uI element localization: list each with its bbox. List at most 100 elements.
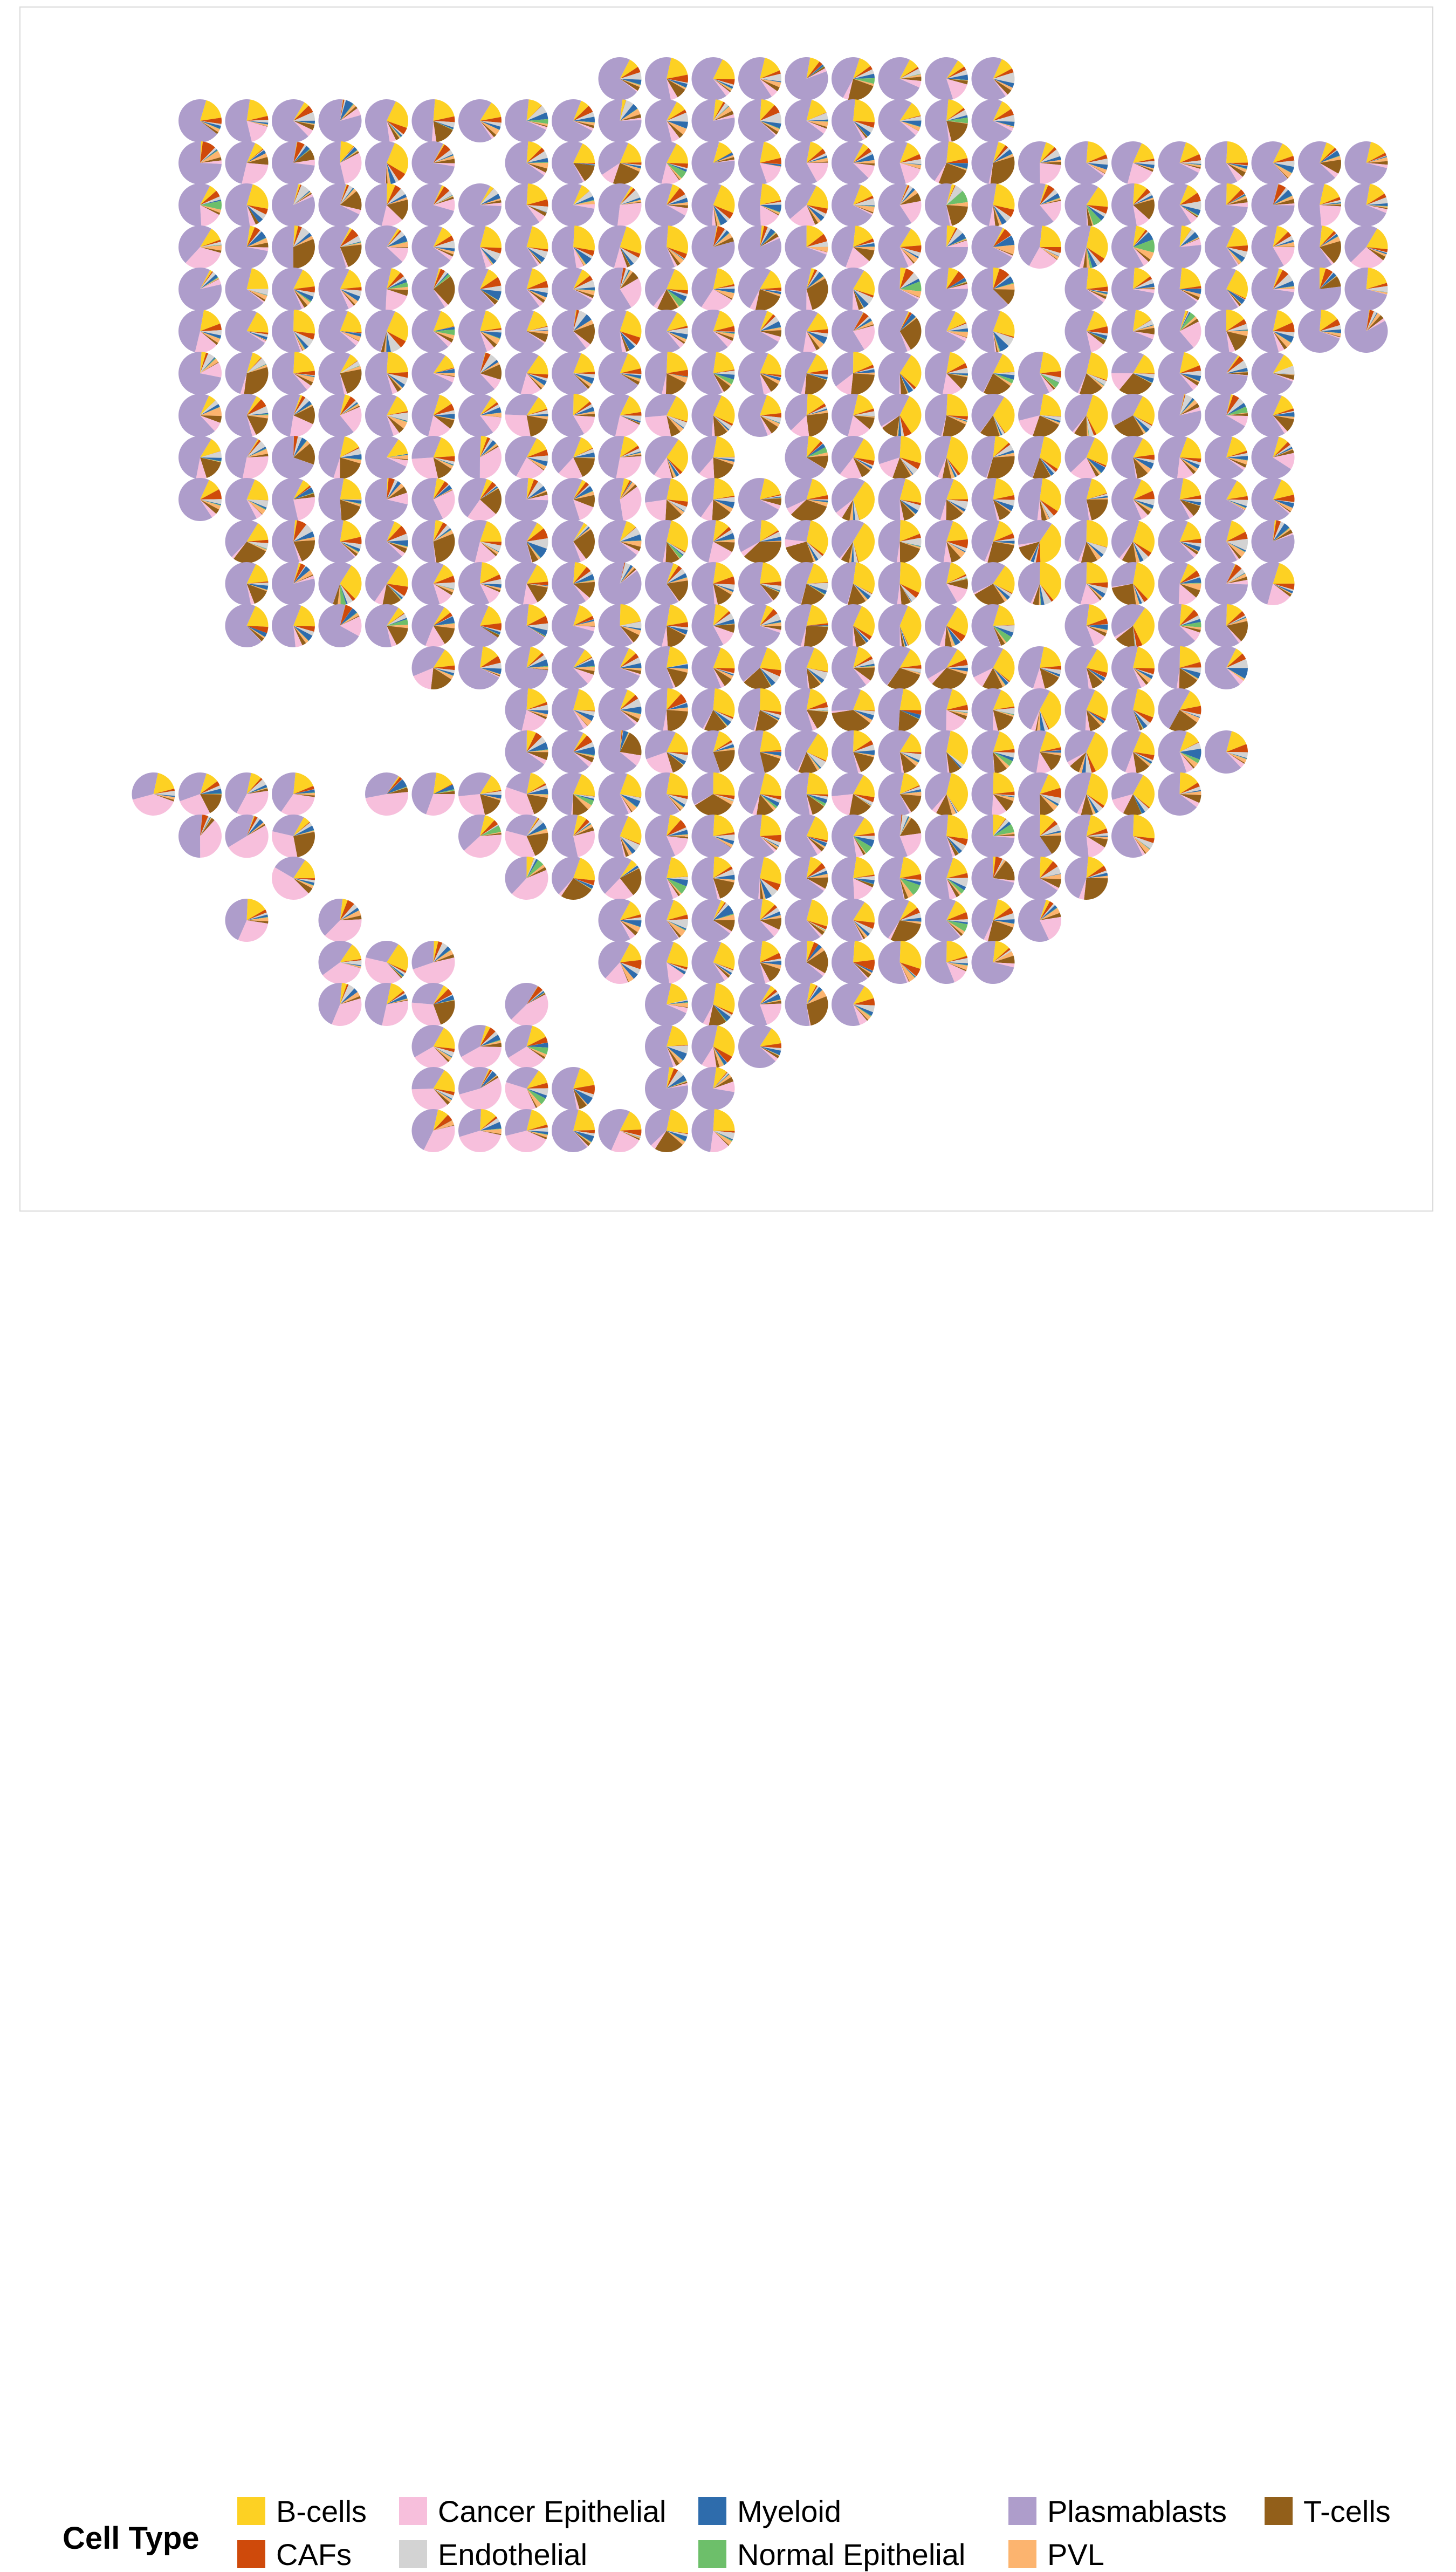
spot-pie <box>1018 815 1061 858</box>
spot-pie <box>878 899 922 942</box>
spot-pie <box>1064 183 1108 227</box>
pie-slice-t-cells <box>807 413 828 436</box>
spot-pie <box>785 815 828 858</box>
pie-slice-plasmablasts <box>458 436 481 479</box>
spot-pie <box>552 436 595 479</box>
spot-pie <box>1158 268 1201 311</box>
spot-pie <box>412 562 455 605</box>
spot-pie <box>225 225 269 269</box>
spot-pie <box>691 772 734 816</box>
spot-pie <box>318 899 361 942</box>
pie-slice-b-cells <box>1040 225 1061 247</box>
spot-pie <box>505 352 548 395</box>
spot-pie <box>878 604 921 647</box>
spot-pie <box>738 478 781 521</box>
spot-pie <box>691 478 734 521</box>
spot-pie <box>1064 604 1108 647</box>
spot-pie <box>1111 394 1155 437</box>
spot-pie <box>832 857 875 900</box>
spot-pie <box>878 225 921 269</box>
spot-pie <box>1018 394 1061 437</box>
spot-pie <box>645 941 688 984</box>
spot-pie <box>505 520 548 563</box>
spot-pie <box>738 99 781 142</box>
spot-pie <box>972 268 1015 311</box>
pie-slice-b-cells <box>853 941 875 962</box>
spot-pie <box>552 352 595 395</box>
spot-pie <box>1251 183 1294 227</box>
pie-slice-plasmablasts <box>972 772 994 816</box>
spot-pie <box>878 268 921 311</box>
spot-pie <box>691 983 734 1026</box>
spot-pie <box>599 352 642 395</box>
spot-pie <box>645 562 688 605</box>
spot-pie <box>645 352 688 395</box>
spot-pie <box>505 1067 548 1110</box>
legend-swatch <box>237 2497 265 2525</box>
spot-pie <box>505 310 548 353</box>
spot-pie <box>1018 520 1061 563</box>
spot-pie <box>832 57 875 100</box>
spot-pie <box>412 394 455 437</box>
spot-pie <box>505 688 548 731</box>
spot-pie <box>272 857 315 900</box>
spot-pie <box>505 436 548 479</box>
legend-label: Normal Epithelial <box>737 2537 965 2572</box>
spot-pie <box>365 225 408 269</box>
spot-pie <box>738 1025 781 1068</box>
spot-pie <box>412 310 455 353</box>
spot-pie <box>972 57 1015 100</box>
spot-pie <box>1158 646 1201 689</box>
spot-pie <box>1251 562 1294 605</box>
spot-pie <box>738 310 781 353</box>
spot-pie <box>225 268 268 311</box>
spot-pie <box>365 183 408 227</box>
spot-pie <box>458 99 502 142</box>
legend-label: B-cells <box>276 2494 367 2529</box>
spot-pie <box>1252 225 1295 269</box>
spot-pie <box>738 394 781 437</box>
spot-pie <box>832 352 875 395</box>
pie-slice-b-cells <box>946 815 968 839</box>
spot-pie <box>1345 268 1388 311</box>
spot-pie <box>458 604 502 647</box>
spot-pie <box>178 141 222 184</box>
spot-pie <box>1205 436 1248 479</box>
spot-pie <box>1298 141 1341 184</box>
spot-pie <box>878 941 922 984</box>
spot-pie <box>785 310 828 353</box>
spot-pie <box>1252 310 1295 353</box>
spot-pie <box>552 268 595 311</box>
spot-pie <box>318 394 361 437</box>
spot-pie <box>505 772 548 816</box>
pie-slice-plasmablasts <box>878 520 901 563</box>
spot-pie <box>785 857 828 900</box>
spot-pie <box>412 183 455 227</box>
spot-pie <box>1205 225 1248 269</box>
pie-slice-b-cells <box>1180 268 1201 289</box>
spot-pie <box>598 268 641 311</box>
spot-pie <box>505 604 548 647</box>
spot-pie <box>552 1109 595 1152</box>
spot-pie <box>411 436 455 479</box>
spot-pie <box>925 99 968 142</box>
spot-pie <box>692 141 735 184</box>
spot-pie <box>225 562 268 605</box>
spot-pie <box>178 352 222 395</box>
spot-pie <box>878 688 922 731</box>
spot-pie <box>738 141 781 184</box>
pie-slice-b-cells <box>1226 141 1248 163</box>
spot-pie <box>1205 478 1248 521</box>
pie-slice-b-cells <box>853 857 874 878</box>
spot-pie <box>691 394 734 437</box>
pie-slice-plasmablasts <box>1111 562 1137 587</box>
spot-pie <box>1205 646 1248 689</box>
spot-pie <box>785 225 828 269</box>
spot-pie <box>1018 478 1061 521</box>
spot-pie <box>272 225 315 269</box>
spot-pie <box>738 857 781 900</box>
spot-pie <box>785 436 828 479</box>
spot-pie <box>598 141 641 184</box>
spot-pie <box>972 225 1015 269</box>
spot-pie <box>1064 141 1108 184</box>
